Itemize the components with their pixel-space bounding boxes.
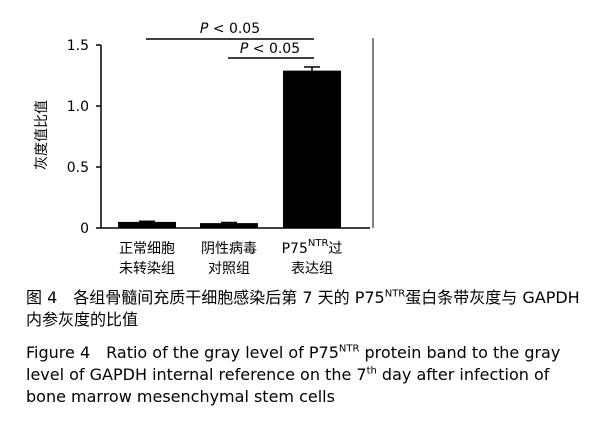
bar bbox=[200, 223, 258, 228]
bar bbox=[118, 221, 176, 228]
y-tick-label: 1.5 bbox=[67, 38, 89, 54]
y-ticks: 0 0.5 1.0 1.5 bbox=[67, 38, 101, 237]
caption-english: Figure 4 Ratio of the gray level of P75N… bbox=[26, 342, 586, 408]
caption-chinese: 图 4 各组骨髓间充质干细胞感染后第 7 天的 P75NTR蛋白条带灰度与 GA… bbox=[26, 287, 586, 331]
caption-cn-prefix: 图 4 各组骨髓间充质干细胞感染后第 7 天的 P75 bbox=[26, 288, 385, 307]
category-label-line1: 正常细胞 bbox=[119, 241, 175, 257]
significance-label-2: P < 0.05 bbox=[240, 41, 300, 57]
caption-en-part2: protein band to the gray level of GAPDH … bbox=[26, 343, 561, 384]
caption-cn-suffix: 蛋白条带灰度与 GAPDH 内参灰度的比值 bbox=[26, 288, 580, 329]
category-label-line2: 未转染组 bbox=[119, 261, 175, 277]
bars-group bbox=[118, 66, 341, 229]
y-axis-label: 灰度值比值 bbox=[34, 100, 50, 170]
category-label-line2: 表达组 bbox=[291, 261, 333, 277]
caption-en-part3: day after infection of bone marrow mesen… bbox=[26, 365, 550, 406]
significance-label-1: P < 0.05 bbox=[200, 21, 260, 37]
category-label-line1: P75NTR过 bbox=[282, 238, 343, 257]
bar bbox=[283, 70, 341, 229]
caption-en-sup2: th bbox=[366, 365, 377, 377]
category-label-line1: 阴性病毒 bbox=[201, 241, 257, 257]
y-tick-label: 0 bbox=[80, 221, 89, 237]
caption-en-part1: Figure 4 Ratio of the gray level of P75 bbox=[26, 343, 339, 362]
category-label-line2: 对照组 bbox=[208, 261, 250, 277]
y-tick-label: 0.5 bbox=[67, 160, 89, 176]
y-tick-label: 1.0 bbox=[67, 99, 89, 115]
caption-cn-sup: NTR bbox=[384, 288, 406, 300]
caption-en-sup1: NTR bbox=[338, 343, 360, 355]
